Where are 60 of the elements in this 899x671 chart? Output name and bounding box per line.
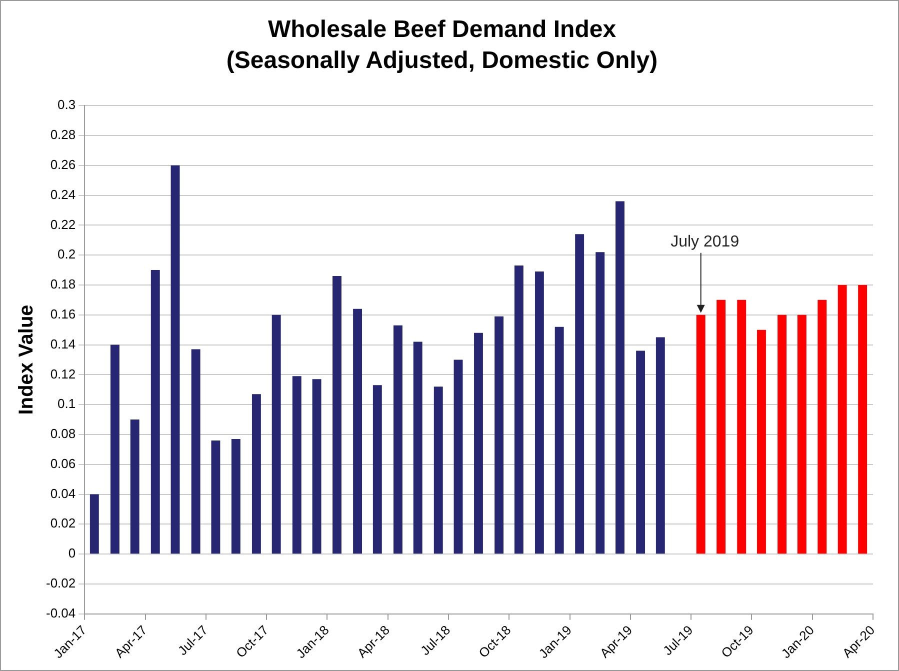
bar: [434, 386, 443, 554]
bar: [757, 330, 766, 554]
bar: [454, 360, 463, 554]
bar: [494, 316, 504, 554]
y-tick-label: 0.28: [50, 127, 76, 142]
bar: [474, 332, 483, 554]
y-tick-label: -0.04: [46, 605, 76, 620]
y-tick-label: 0.06: [50, 456, 76, 471]
y-tick-label: 0.04: [50, 486, 76, 501]
bar: [778, 314, 787, 554]
bar: [514, 266, 524, 554]
y-tick-label: 0.2: [58, 246, 76, 262]
bar: [737, 300, 746, 554]
y-tick-label: 0.24: [50, 186, 76, 202]
bar: [150, 270, 160, 554]
y-tick-label: 0.08: [50, 426, 76, 442]
annotation: July 2019: [670, 233, 740, 250]
y-axis-title: Index Value: [16, 304, 38, 415]
bar: [575, 234, 584, 554]
bar: [332, 276, 342, 554]
bar: [191, 349, 200, 554]
bar: [636, 350, 646, 554]
bar: [211, 440, 220, 554]
bar: [110, 344, 120, 554]
bar: [858, 284, 868, 554]
y-tick-label: 0.18: [50, 276, 76, 292]
bar: [252, 394, 261, 554]
bar: [312, 379, 322, 554]
y-tick-label: 0.16: [50, 306, 76, 322]
y-tick-label: 0.3: [58, 97, 76, 112]
bar: [272, 314, 281, 554]
bar: [90, 494, 99, 554]
y-tick-label: 0.22: [50, 216, 76, 232]
y-tick-label: 0: [68, 546, 76, 561]
bar: [413, 342, 422, 554]
bar: [818, 300, 827, 554]
bar: [372, 385, 382, 554]
bar: [130, 420, 140, 554]
bar: [534, 272, 544, 554]
y-tick-label: 0.02: [50, 516, 76, 531]
bar: [696, 314, 706, 554]
bar: [393, 325, 402, 554]
bar: [292, 376, 302, 554]
bar: [656, 337, 665, 554]
y-tick-label: 0.14: [50, 336, 76, 352]
bar: [170, 165, 180, 554]
bar: [353, 308, 362, 554]
bar: [797, 314, 806, 554]
y-tick-label: 0.1: [58, 396, 76, 412]
bar: [554, 326, 564, 554]
chart-title: Wholesale Beef Demand Index: [268, 16, 617, 44]
y-tick-label: -0.02: [46, 576, 76, 591]
y-tick-label: 0.12: [50, 366, 76, 382]
bar: [596, 252, 605, 554]
y-tick-label: 0.26: [50, 156, 76, 172]
chart-subtitle: (Seasonally Adjusted, Domestic Only): [226, 46, 658, 74]
bar: [231, 438, 240, 554]
bar: [716, 300, 726, 554]
bar: [838, 284, 847, 554]
bar: [616, 201, 624, 554]
